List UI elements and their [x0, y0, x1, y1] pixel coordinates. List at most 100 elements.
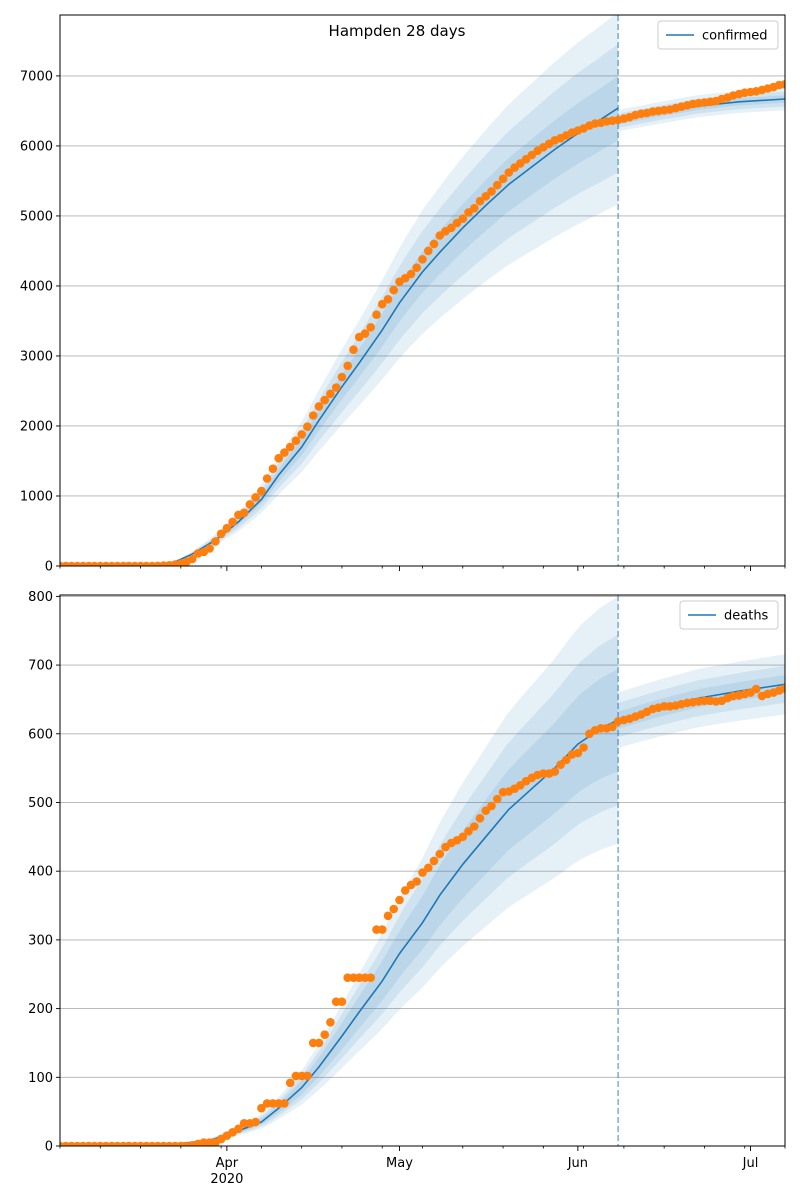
observed-point [579, 743, 588, 752]
observed-point [285, 442, 295, 452]
observed-point [257, 486, 266, 496]
observed-point [389, 285, 399, 295]
observed-point [303, 422, 312, 432]
observed-point [251, 1117, 260, 1127]
y-tick-label: 0 [45, 1140, 53, 1155]
band-forecast [618, 91, 785, 128]
x-tick-label: Apr [216, 1156, 239, 1171]
observed-point [493, 180, 502, 190]
x-tick-label: Jun [567, 1156, 588, 1171]
observed-point [780, 80, 785, 89]
observed-point [291, 436, 301, 446]
observed-point [550, 767, 560, 776]
observed-point [464, 827, 473, 836]
observed-points [60, 80, 785, 566]
x-tick-year-label: 2020 [210, 1172, 243, 1187]
observed-point [429, 856, 439, 866]
band-forecast [618, 95, 785, 125]
observed-point [234, 1124, 243, 1134]
observed-point [320, 1030, 330, 1039]
legend-label: confirmed [702, 29, 768, 44]
observed-point [228, 517, 237, 527]
observed-point [787, 683, 796, 692]
x-tick-label: Jul [742, 1156, 759, 1171]
observed-point [285, 1078, 295, 1088]
observed-point [239, 508, 249, 518]
observed-point [418, 868, 427, 877]
observed-point [314, 1038, 324, 1048]
observed-point [447, 223, 456, 233]
observed-point [487, 187, 496, 196]
observed-point [188, 554, 197, 564]
observed-point [245, 500, 255, 509]
observed-point [337, 372, 347, 382]
observed-point [377, 299, 387, 309]
observed-point [504, 168, 514, 177]
observed-point [424, 246, 433, 256]
observed-point [303, 1071, 312, 1081]
y-tick-label: 600 [28, 727, 53, 742]
observed-point [268, 464, 278, 474]
legend: confirmed [657, 20, 779, 50]
observed-point [406, 269, 416, 279]
observed-point [205, 544, 214, 553]
observed-point [262, 474, 272, 483]
observed-point [562, 755, 571, 765]
observed-point [418, 254, 427, 264]
y-tick-label: 5000 [20, 209, 53, 224]
observed-point [470, 822, 479, 831]
observed-point [481, 192, 491, 201]
observed-point [372, 310, 381, 320]
band-fit [60, 15, 619, 566]
y-tick-label: 500 [28, 796, 53, 811]
observed-point [337, 997, 347, 1006]
observed-point [343, 361, 353, 371]
observed-point [377, 925, 387, 934]
observed-point [389, 904, 399, 914]
observed-point [280, 448, 289, 457]
y-tick-label: 700 [28, 659, 53, 674]
observed-point [792, 681, 800, 690]
observed-point [458, 214, 468, 223]
observed-point [395, 895, 404, 905]
y-tick-label: 3000 [20, 349, 53, 364]
legend-label: deaths [724, 609, 769, 624]
observed-point [435, 849, 445, 859]
observed-point [493, 794, 502, 804]
observed-point [780, 684, 785, 693]
observed-point [475, 196, 485, 206]
band-fit [60, 668, 619, 1146]
observed-point [314, 402, 324, 411]
observed-point [383, 295, 393, 304]
observed-point [429, 239, 439, 249]
observed-point [326, 389, 335, 399]
observed-point [412, 877, 422, 886]
observed-point [251, 493, 260, 502]
observed-point [297, 430, 307, 439]
band-fit [60, 44, 619, 566]
observed-point [383, 911, 393, 921]
observed-point [211, 537, 220, 546]
observed-point [274, 453, 284, 463]
observed-point [280, 1099, 289, 1108]
observed-point [320, 395, 330, 405]
observed-point [216, 529, 226, 539]
y-tick-label: 2000 [20, 419, 53, 434]
observed-point [222, 523, 232, 533]
observed-point [424, 863, 433, 873]
observed-point [326, 1018, 335, 1027]
band-fit [60, 596, 619, 1146]
observed-point [349, 345, 358, 355]
y-tick-label: 4000 [20, 279, 53, 294]
uncertainty-bands [60, 596, 785, 1146]
x-tick-label: May [386, 1156, 413, 1171]
y-tick-label: 100 [28, 1071, 53, 1086]
observed-point [257, 1103, 266, 1113]
legend-box [679, 600, 779, 630]
confirmed-panel: 0 1000 2000 3000 4000 5000 6000 7000 confirmed [20, 14, 786, 575]
observed-point [400, 886, 410, 895]
y-tick-label: 300 [28, 933, 53, 948]
observed-point [556, 760, 565, 769]
observed-point [573, 748, 583, 758]
